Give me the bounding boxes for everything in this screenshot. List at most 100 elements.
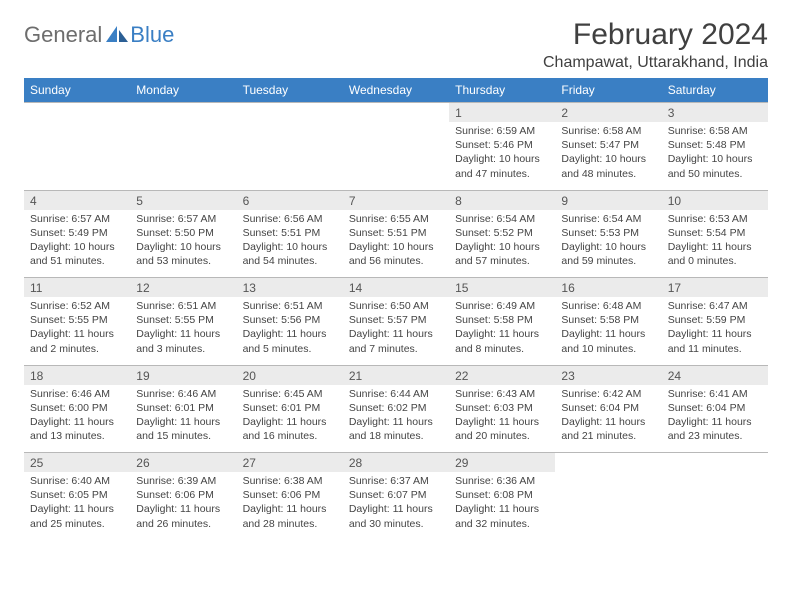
- day-number-cell: 15: [449, 278, 555, 298]
- daylight-line: Daylight: 11 hours and 21 minutes.: [561, 415, 655, 443]
- day-detail-cell: Sunrise: 6:46 AMSunset: 6:01 PMDaylight:…: [130, 385, 236, 453]
- day-detail-cell: Sunrise: 6:50 AMSunset: 5:57 PMDaylight:…: [343, 297, 449, 365]
- daylight-line: Daylight: 10 hours and 56 minutes.: [349, 240, 443, 268]
- sunrise-line: Sunrise: 6:58 AM: [668, 124, 762, 138]
- day-number-row: 45678910: [24, 190, 768, 210]
- day-number-cell: 13: [237, 278, 343, 298]
- day-detail-cell: [24, 122, 130, 190]
- sunset-line: Sunset: 5:58 PM: [455, 313, 549, 327]
- sunset-line: Sunset: 6:08 PM: [455, 488, 549, 502]
- day-detail-cell: Sunrise: 6:51 AMSunset: 5:55 PMDaylight:…: [130, 297, 236, 365]
- day-details-row: Sunrise: 6:59 AMSunset: 5:46 PMDaylight:…: [24, 122, 768, 190]
- day-details-row: Sunrise: 6:57 AMSunset: 5:49 PMDaylight:…: [24, 210, 768, 278]
- sunrise-line: Sunrise: 6:59 AM: [455, 124, 549, 138]
- day-number-cell: 23: [555, 365, 661, 385]
- sunset-line: Sunset: 5:56 PM: [243, 313, 337, 327]
- day-detail-cell: Sunrise: 6:42 AMSunset: 6:04 PMDaylight:…: [555, 385, 661, 453]
- daylight-line: Daylight: 10 hours and 57 minutes.: [455, 240, 549, 268]
- day-number-cell: [662, 453, 768, 473]
- logo-sail-icon: [106, 26, 128, 44]
- daylight-line: Daylight: 11 hours and 26 minutes.: [136, 502, 230, 530]
- day-detail-cell: Sunrise: 6:58 AMSunset: 5:47 PMDaylight:…: [555, 122, 661, 190]
- day-number-cell: 20: [237, 365, 343, 385]
- day-number-cell: [555, 453, 661, 473]
- day-number-row: 11121314151617: [24, 278, 768, 298]
- daylight-line: Daylight: 11 hours and 10 minutes.: [561, 327, 655, 355]
- daylight-line: Daylight: 11 hours and 15 minutes.: [136, 415, 230, 443]
- daylight-line: Daylight: 10 hours and 48 minutes.: [561, 152, 655, 180]
- sunset-line: Sunset: 6:01 PM: [136, 401, 230, 415]
- sunset-line: Sunset: 5:51 PM: [243, 226, 337, 240]
- sunrise-line: Sunrise: 6:39 AM: [136, 474, 230, 488]
- day-detail-cell: Sunrise: 6:58 AMSunset: 5:48 PMDaylight:…: [662, 122, 768, 190]
- day-detail-cell: [237, 122, 343, 190]
- daylight-line: Daylight: 10 hours and 54 minutes.: [243, 240, 337, 268]
- sunrise-line: Sunrise: 6:58 AM: [561, 124, 655, 138]
- daylight-line: Daylight: 11 hours and 32 minutes.: [455, 502, 549, 530]
- sunrise-line: Sunrise: 6:36 AM: [455, 474, 549, 488]
- sunset-line: Sunset: 6:03 PM: [455, 401, 549, 415]
- day-detail-cell: Sunrise: 6:46 AMSunset: 6:00 PMDaylight:…: [24, 385, 130, 453]
- day-number-cell: 27: [237, 453, 343, 473]
- day-detail-cell: Sunrise: 6:52 AMSunset: 5:55 PMDaylight:…: [24, 297, 130, 365]
- day-number-cell: 5: [130, 190, 236, 210]
- sunset-line: Sunset: 6:02 PM: [349, 401, 443, 415]
- day-number-cell: 3: [662, 103, 768, 123]
- day-detail-cell: Sunrise: 6:48 AMSunset: 5:58 PMDaylight:…: [555, 297, 661, 365]
- day-number-cell: [130, 103, 236, 123]
- location-subtitle: Champawat, Uttarakhand, India: [543, 54, 768, 72]
- sunrise-line: Sunrise: 6:57 AM: [30, 212, 124, 226]
- month-title: February 2024: [543, 18, 768, 52]
- sunset-line: Sunset: 5:50 PM: [136, 226, 230, 240]
- sunrise-line: Sunrise: 6:41 AM: [668, 387, 762, 401]
- day-number-cell: 11: [24, 278, 130, 298]
- weekday-header: Saturday: [662, 78, 768, 103]
- calendar-header-row: SundayMondayTuesdayWednesdayThursdayFrid…: [24, 78, 768, 103]
- daylight-line: Daylight: 11 hours and 28 minutes.: [243, 502, 337, 530]
- sunset-line: Sunset: 6:04 PM: [668, 401, 762, 415]
- sunrise-line: Sunrise: 6:50 AM: [349, 299, 443, 313]
- sunrise-line: Sunrise: 6:45 AM: [243, 387, 337, 401]
- sunset-line: Sunset: 5:57 PM: [349, 313, 443, 327]
- weekday-header: Monday: [130, 78, 236, 103]
- day-detail-cell: Sunrise: 6:40 AMSunset: 6:05 PMDaylight:…: [24, 472, 130, 540]
- sunrise-line: Sunrise: 6:54 AM: [561, 212, 655, 226]
- day-number-cell: 2: [555, 103, 661, 123]
- weekday-header: Tuesday: [237, 78, 343, 103]
- sunset-line: Sunset: 6:01 PM: [243, 401, 337, 415]
- day-detail-cell: Sunrise: 6:57 AMSunset: 5:50 PMDaylight:…: [130, 210, 236, 278]
- sunrise-line: Sunrise: 6:38 AM: [243, 474, 337, 488]
- sunrise-line: Sunrise: 6:49 AM: [455, 299, 549, 313]
- page-header: General Blue February 2024 Champawat, Ut…: [24, 18, 768, 72]
- day-detail-cell: [343, 122, 449, 190]
- day-detail-cell: Sunrise: 6:44 AMSunset: 6:02 PMDaylight:…: [343, 385, 449, 453]
- daylight-line: Daylight: 11 hours and 13 minutes.: [30, 415, 124, 443]
- sunrise-line: Sunrise: 6:57 AM: [136, 212, 230, 226]
- logo: General Blue: [24, 18, 174, 48]
- day-detail-cell: Sunrise: 6:51 AMSunset: 5:56 PMDaylight:…: [237, 297, 343, 365]
- day-number-cell: 4: [24, 190, 130, 210]
- sunset-line: Sunset: 6:06 PM: [136, 488, 230, 502]
- day-number-cell: 25: [24, 453, 130, 473]
- sunrise-line: Sunrise: 6:54 AM: [455, 212, 549, 226]
- sunrise-line: Sunrise: 6:51 AM: [136, 299, 230, 313]
- sunrise-line: Sunrise: 6:37 AM: [349, 474, 443, 488]
- day-detail-cell: Sunrise: 6:47 AMSunset: 5:59 PMDaylight:…: [662, 297, 768, 365]
- day-number-cell: [237, 103, 343, 123]
- day-detail-cell: Sunrise: 6:56 AMSunset: 5:51 PMDaylight:…: [237, 210, 343, 278]
- sunrise-line: Sunrise: 6:52 AM: [30, 299, 124, 313]
- sunset-line: Sunset: 6:00 PM: [30, 401, 124, 415]
- day-detail-cell: Sunrise: 6:41 AMSunset: 6:04 PMDaylight:…: [662, 385, 768, 453]
- day-detail-cell: Sunrise: 6:53 AMSunset: 5:54 PMDaylight:…: [662, 210, 768, 278]
- sunset-line: Sunset: 5:48 PM: [668, 138, 762, 152]
- daylight-line: Daylight: 11 hours and 5 minutes.: [243, 327, 337, 355]
- daylight-line: Daylight: 11 hours and 3 minutes.: [136, 327, 230, 355]
- logo-text-blue: Blue: [130, 22, 174, 48]
- day-number-cell: 18: [24, 365, 130, 385]
- day-number-cell: 26: [130, 453, 236, 473]
- day-detail-cell: Sunrise: 6:36 AMSunset: 6:08 PMDaylight:…: [449, 472, 555, 540]
- sunrise-line: Sunrise: 6:56 AM: [243, 212, 337, 226]
- sunrise-line: Sunrise: 6:55 AM: [349, 212, 443, 226]
- day-number-cell: 19: [130, 365, 236, 385]
- daylight-line: Daylight: 11 hours and 8 minutes.: [455, 327, 549, 355]
